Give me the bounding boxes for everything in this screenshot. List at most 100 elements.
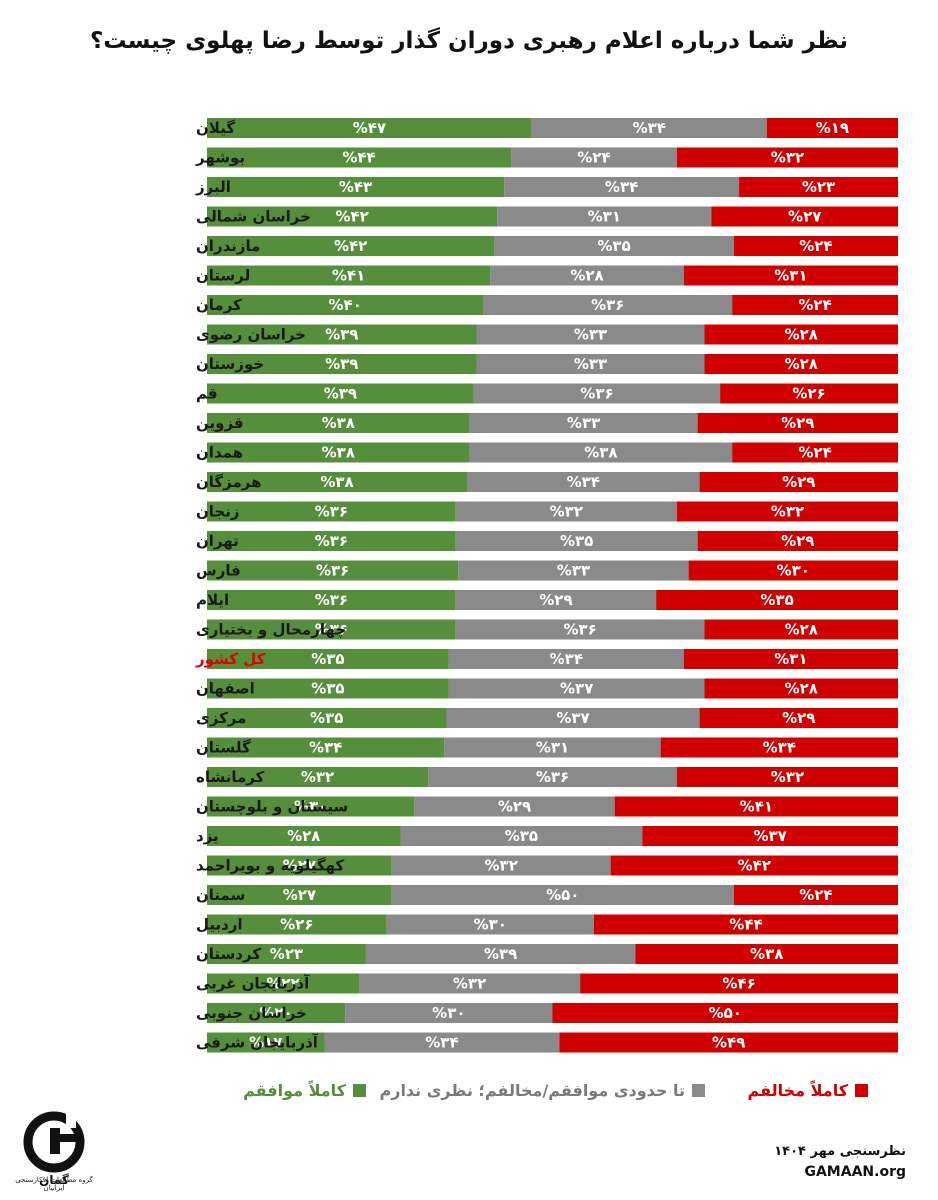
bar-value-label: %۲۶ — [280, 916, 313, 934]
bar-value-label: %۲۷ — [283, 886, 316, 904]
bar-value-label: %۳۳ — [567, 414, 600, 432]
bar-value-label: %۳۹ — [325, 355, 358, 373]
bar-segment — [656, 590, 898, 610]
bar-value-label: %۲۷ — [283, 857, 316, 875]
bar-segment — [207, 295, 484, 315]
bar-value-label: %۳۹ — [324, 385, 357, 403]
bar-segment — [473, 383, 721, 404]
category-label: کهگیلویه و بویراحمد — [196, 857, 344, 875]
bar-value-label: %۲۲ — [266, 975, 299, 993]
bar-segment — [207, 560, 459, 581]
bar-value-label: %۳۵ — [505, 827, 538, 845]
bar-segment — [483, 295, 733, 315]
bar-segment — [365, 944, 636, 964]
bar-value-label: %۳۴ — [567, 473, 600, 491]
bar-value-label: %۳۹ — [484, 945, 517, 963]
bar-segment — [635, 944, 898, 964]
bar-segment — [697, 413, 898, 433]
bar-value-label: %۴۴ — [729, 916, 762, 934]
category-label: همدان — [196, 444, 243, 462]
bar-segment — [455, 501, 677, 522]
bar-value-label: %۱۹ — [816, 119, 849, 137]
bar-segment — [400, 826, 643, 846]
category-label: ایلام — [196, 591, 229, 609]
bar-value-label: %۳۲ — [485, 857, 518, 875]
bar-segment — [207, 472, 467, 492]
bar-segment — [469, 442, 733, 463]
bar-segment — [207, 973, 360, 994]
bar-segment — [207, 708, 447, 728]
bar-segment — [207, 944, 366, 964]
bar-value-label: %۳۰ — [777, 562, 810, 580]
bar-value-label: %۲۸ — [785, 355, 818, 373]
survey-source: نظرسنجی مهر ۱۴۰۴ — [774, 1144, 906, 1159]
gamaan-logo-icon: گمان — [23, 1110, 85, 1187]
bar-value-label: %۳۷ — [753, 827, 786, 845]
bar-segment — [676, 767, 898, 787]
bar-segment — [469, 413, 698, 433]
bar-segment — [207, 177, 505, 197]
bar-segment — [511, 147, 677, 168]
bar-segment — [207, 413, 470, 433]
category-label: سمنان — [196, 886, 245, 904]
bar-value-label: %۴۴ — [342, 149, 375, 167]
bar-value-label: %۳۴ — [633, 119, 666, 137]
bar-value-label: %۴۱ — [332, 267, 365, 285]
bar-value-label: %۲۸ — [287, 827, 320, 845]
legend-swatch-neutral — [692, 1083, 705, 1097]
bar-segment — [345, 1003, 553, 1023]
legend-label-agree: کاملاً موافقم — [243, 1080, 346, 1100]
bar-segment — [660, 737, 898, 758]
bar-value-label: %۲۸ — [785, 326, 818, 344]
bar-segment — [476, 324, 705, 345]
bar-segment — [448, 649, 684, 669]
bar-value-label: %۳۶ — [315, 532, 348, 550]
category-label: آذربایجان شرقی — [196, 1034, 319, 1052]
bar-segment — [711, 206, 898, 227]
bar-value-label: %۳۸ — [322, 444, 355, 462]
bar-segment — [683, 265, 898, 286]
bar-value-label: %۱۷ — [249, 1034, 282, 1052]
bar-segment — [699, 472, 898, 492]
bar-value-label: %۲۸ — [785, 680, 818, 698]
category-label: لرستان — [196, 267, 250, 285]
category-label: گلستان — [196, 739, 251, 757]
bar-value-label: %۲۶ — [792, 385, 825, 403]
bar-segment — [490, 265, 684, 286]
bar-segment — [455, 619, 705, 640]
bar-segment — [720, 383, 898, 404]
bar-segment — [207, 383, 474, 404]
stacked-bar-chart: %۴۷ %۳۴ %۱۹ گیلان %۴۴ %۲۴ %۳۲ بوشهر %۴۳ %۳۴ %۲۳ الب… — [195, 118, 898, 1053]
bar-segment — [732, 442, 898, 463]
bar-value-label: %۳۶ — [315, 621, 348, 639]
bar-segment — [552, 1003, 898, 1023]
bar-segment — [642, 826, 898, 846]
bar-value-label: %۳۴ — [425, 1034, 458, 1052]
bar-value-label: %۳۶ — [536, 768, 569, 786]
bar-segment — [593, 914, 898, 935]
bar-segment — [207, 855, 392, 876]
logo-text: گمان — [39, 1173, 69, 1187]
bar-value-label: %۳۶ — [315, 503, 348, 521]
bar-segment — [207, 796, 415, 817]
bar-segment — [704, 678, 898, 699]
bar-segment — [699, 708, 898, 728]
bar-value-label: %۴۲ — [738, 857, 771, 875]
bar-value-label: %۳۵ — [310, 709, 343, 727]
bar-value-label: %۳۶ — [580, 385, 613, 403]
bar-segment — [732, 295, 898, 315]
bar-segment — [676, 147, 898, 168]
bar-value-label: %۲۴ — [577, 149, 610, 167]
bar-value-label: %۵۰ — [709, 1004, 742, 1022]
bar-value-label: %۴۲ — [335, 208, 368, 226]
bar-value-label: %۳۶ — [315, 591, 348, 609]
bar-value-label: %۳۷ — [560, 680, 593, 698]
bar-segment — [688, 560, 898, 581]
bar-value-label: %۳۴ — [763, 739, 796, 757]
bar-segment — [207, 236, 495, 256]
bar-value-label: %۳۲ — [771, 768, 804, 786]
legend-item-neutral: تا حدودی موافقم/مخالفم؛ نظری ندارم — [380, 1076, 705, 1104]
bar-value-label: %۲۰ — [259, 1004, 292, 1022]
bar-value-label: %۳۰ — [294, 798, 327, 816]
category-label: قزوین — [196, 414, 244, 432]
